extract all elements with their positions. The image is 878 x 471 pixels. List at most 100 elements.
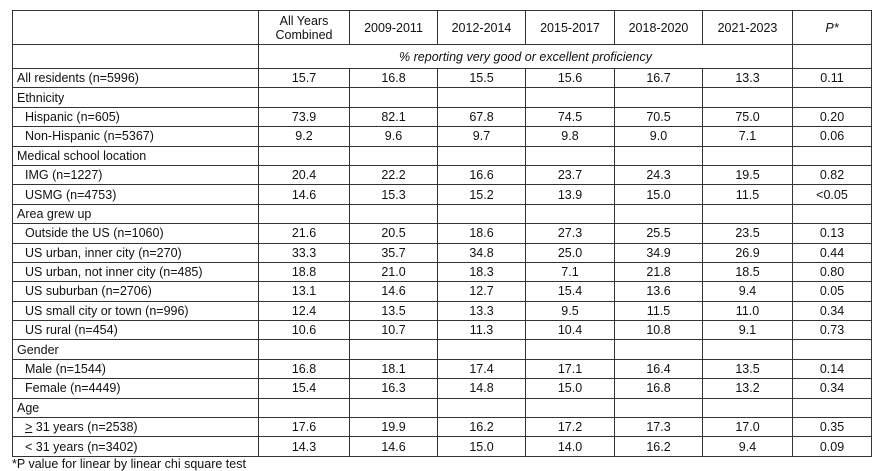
subheader-text: % reporting very good or excellent profi… — [258, 44, 793, 69]
p-value-cell: <0.05 — [792, 184, 872, 205]
value-cell: 15.3 — [349, 184, 438, 205]
value-cell: 16.8 — [258, 358, 350, 380]
header-2009-2011: 2009-2011 — [349, 10, 438, 45]
value-cell: 34.8 — [437, 242, 526, 263]
value-cell: 14.0 — [525, 436, 615, 457]
value-cell — [525, 397, 615, 419]
value-cell: 21.0 — [349, 261, 438, 283]
value-cell: 14.6 — [349, 436, 438, 457]
value-cell: 14.3 — [258, 436, 350, 457]
table-row: US urban, not inner city (n=485) 18.8 21.0… — [12, 261, 872, 283]
table-row: USMG (n=4753) 14.6 15.3 15.2 13.9 15.0 11.5 <0.… — [12, 184, 872, 205]
value-cell: 16.8 — [349, 67, 438, 89]
value-cell: 10.4 — [525, 320, 615, 341]
value-cell — [702, 203, 793, 225]
value-cell: 15.7 — [258, 67, 350, 89]
row-label: US rural (n=454) — [12, 320, 259, 341]
value-cell: 10.7 — [349, 320, 438, 341]
row-label: Hispanic (n=605) — [12, 106, 259, 128]
value-cell: 11.3 — [437, 320, 526, 341]
value-cell — [525, 145, 615, 166]
value-cell: 15.4 — [525, 281, 615, 302]
table-row: Outside the US (n=1060) 21.6 20.5 18.6 27.3 2… — [12, 223, 872, 244]
header-all-years: All Years Combined — [258, 10, 350, 45]
header-label — [12, 10, 259, 45]
value-cell: 16.7 — [614, 67, 703, 89]
row-label: Non-Hispanic (n=5367) — [12, 126, 259, 147]
header-2012-2014: 2012-2014 — [437, 10, 526, 45]
table-row: < 31 years (n=3402) 14.3 14.6 15.0 14.0 16.2 9… — [12, 436, 872, 457]
value-cell: 17.2 — [525, 417, 615, 438]
value-cell: 33.3 — [258, 242, 350, 263]
row-label: IMG (n=1227) — [12, 164, 259, 186]
group-header-row: Area grew up — [12, 203, 872, 225]
value-cell: 15.5 — [437, 67, 526, 89]
row-label: USMG (n=4753) — [12, 184, 259, 205]
table-row: > 31 years (n=2538) 17.6 19.9 16.2 17.2 17.3 1… — [12, 417, 872, 438]
value-cell — [614, 87, 703, 108]
row-label: Gender — [12, 339, 259, 360]
value-cell: 16.6 — [437, 164, 526, 186]
greater-equal-sign: > — [25, 420, 33, 435]
value-cell — [525, 87, 615, 108]
value-cell: 20.5 — [349, 223, 438, 244]
value-cell: 17.1 — [525, 358, 615, 380]
value-cell — [614, 397, 703, 419]
header-p-value: P* — [792, 10, 872, 45]
value-cell: 15.0 — [614, 184, 703, 205]
p-value-cell: 0.13 — [792, 223, 872, 244]
value-cell: 10.6 — [258, 320, 350, 341]
value-cell — [702, 397, 793, 419]
value-cell: 7.1 — [702, 126, 793, 147]
subheader-blank — [12, 44, 259, 69]
header-row: All Years Combined 2009-2011 2012-2014 2… — [12, 10, 872, 45]
value-cell: 15.2 — [437, 184, 526, 205]
p-value-cell — [792, 203, 872, 225]
table-row: US urban, inner city (n=270) 33.3 35.7 34.8… — [12, 242, 872, 263]
value-cell: 73.9 — [258, 106, 350, 128]
value-cell: 18.5 — [702, 261, 793, 283]
p-value-cell: 0.11 — [792, 67, 872, 89]
value-cell: 7.1 — [525, 261, 615, 283]
value-cell — [258, 397, 350, 419]
value-cell: 13.3 — [437, 300, 526, 322]
footnote: *P value for linear by linear chi square… — [12, 457, 246, 471]
value-cell — [614, 145, 703, 166]
value-cell: 13.5 — [349, 300, 438, 322]
value-cell: 16.2 — [437, 417, 526, 438]
row-label: Age — [12, 397, 259, 419]
value-cell: 11.5 — [702, 184, 793, 205]
row-label: US urban, not inner city (n=485) — [12, 261, 259, 283]
value-cell: 18.1 — [349, 358, 438, 380]
value-cell: 35.7 — [349, 242, 438, 263]
group-header-row: Gender — [12, 339, 872, 360]
p-value-cell: 0.34 — [792, 300, 872, 322]
value-cell: 13.3 — [702, 67, 793, 89]
table-row: Hispanic (n=605) 73.9 82.1 67.8 74.5 70.5 75.0… — [12, 106, 872, 128]
value-cell — [437, 397, 526, 419]
value-cell: 9.1 — [702, 320, 793, 341]
value-cell: 13.2 — [702, 378, 793, 399]
row-label: < 31 years (n=3402) — [12, 436, 259, 457]
p-value-cell: 0.14 — [792, 358, 872, 380]
value-cell: 9.4 — [702, 281, 793, 302]
value-cell: 24.3 — [614, 164, 703, 186]
row-label: All residents (n=5996) — [12, 67, 259, 89]
value-cell: 23.5 — [702, 223, 793, 244]
value-cell: 19.9 — [349, 417, 438, 438]
value-cell: 17.4 — [437, 358, 526, 380]
value-cell: 16.8 — [614, 378, 703, 399]
value-cell: 13.6 — [614, 281, 703, 302]
value-cell: 9.4 — [702, 436, 793, 457]
value-cell — [702, 87, 793, 108]
value-cell: 10.8 — [614, 320, 703, 341]
value-cell — [437, 339, 526, 360]
p-value-cell: 0.80 — [792, 261, 872, 283]
value-cell: 15.6 — [525, 67, 615, 89]
p-value-cell: 0.20 — [792, 106, 872, 128]
value-cell — [258, 145, 350, 166]
value-cell: 14.8 — [437, 378, 526, 399]
value-cell: 20.4 — [258, 164, 350, 186]
value-cell: 15.4 — [258, 378, 350, 399]
value-cell: 16.4 — [614, 358, 703, 380]
